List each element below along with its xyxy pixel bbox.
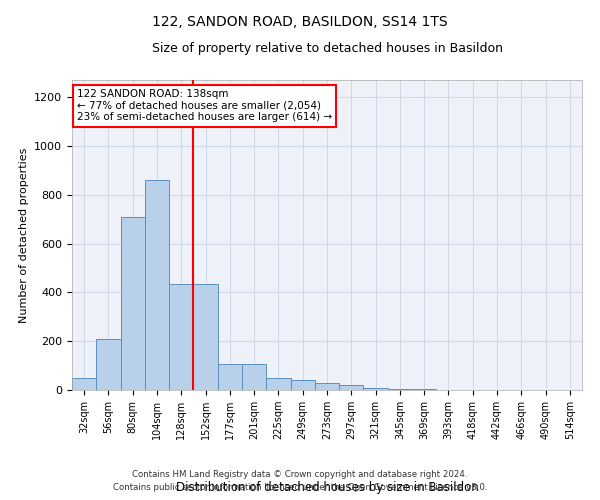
Bar: [315, 382, 339, 390]
Text: Contains HM Land Registry data © Crown copyright and database right 2024.: Contains HM Land Registry data © Crown c…: [132, 470, 468, 479]
Bar: [121, 216, 145, 390]
X-axis label: Distribution of detached houses by size in Basildon: Distribution of detached houses by size …: [176, 481, 478, 494]
Bar: [193, 284, 218, 390]
Text: 122, SANDON ROAD, BASILDON, SS14 1TS: 122, SANDON ROAD, BASILDON, SS14 1TS: [152, 15, 448, 29]
Bar: [72, 378, 96, 390]
Title: Size of property relative to detached houses in Basildon: Size of property relative to detached ho…: [151, 42, 503, 55]
Bar: [364, 388, 388, 390]
Bar: [339, 385, 364, 390]
Bar: [145, 180, 169, 390]
Bar: [266, 378, 290, 390]
Bar: [290, 380, 315, 390]
Y-axis label: Number of detached properties: Number of detached properties: [19, 148, 29, 322]
Bar: [242, 364, 266, 390]
Bar: [169, 284, 193, 390]
Bar: [218, 364, 242, 390]
Bar: [96, 338, 121, 390]
Text: Contains public sector information licensed under the Open Government Licence v3: Contains public sector information licen…: [113, 482, 487, 492]
Text: 122 SANDON ROAD: 138sqm
← 77% of detached houses are smaller (2,054)
23% of semi: 122 SANDON ROAD: 138sqm ← 77% of detache…: [77, 90, 332, 122]
Bar: [388, 389, 412, 390]
